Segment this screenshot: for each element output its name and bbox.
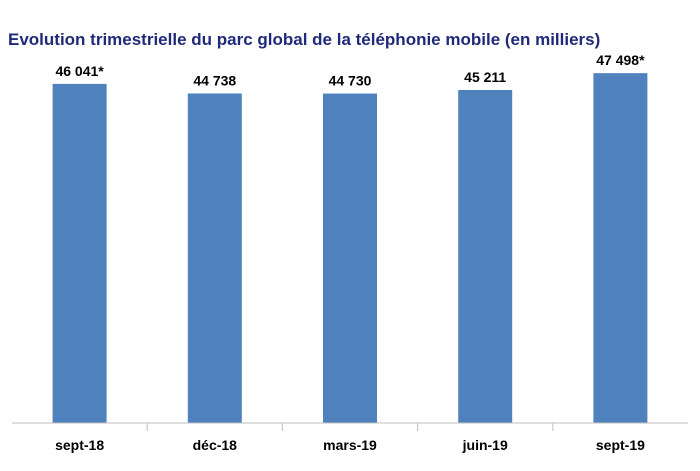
- x-tick-label-sept-18: sept-18: [55, 437, 104, 453]
- x-axis: sept-18 déc-18 mars-19 juin-19 sept-19: [12, 422, 688, 453]
- data-label-déc-18: 44 738: [193, 72, 236, 88]
- bar-sept-19: [593, 73, 648, 423]
- bar-mars-19: [323, 93, 377, 423]
- data-label-juin-19: 45 211: [464, 69, 506, 85]
- data-label-sept-18: 46 041*: [55, 63, 104, 79]
- x-tick-label-mars-19: mars-19: [323, 437, 377, 453]
- bar-juin-19: [458, 90, 513, 423]
- data-label-mars-19: 44 730: [329, 73, 372, 89]
- data-labels-layer: 46 041* 44 738 44 730 45 211 47 498*: [55, 52, 645, 88]
- bar-déc-18: [187, 93, 242, 423]
- bar-sept-18: [52, 83, 107, 424]
- bars-layer: [52, 73, 648, 424]
- chart-title: Evolution trimestrielle du parc global d…: [8, 30, 601, 49]
- x-tick-label-sept-19: sept-19: [596, 437, 645, 453]
- x-tick-label-déc-18: déc-18: [193, 437, 238, 453]
- x-tick-label-juin-19: juin-19: [462, 437, 508, 453]
- data-label-sept-19: 47 498*: [596, 52, 645, 68]
